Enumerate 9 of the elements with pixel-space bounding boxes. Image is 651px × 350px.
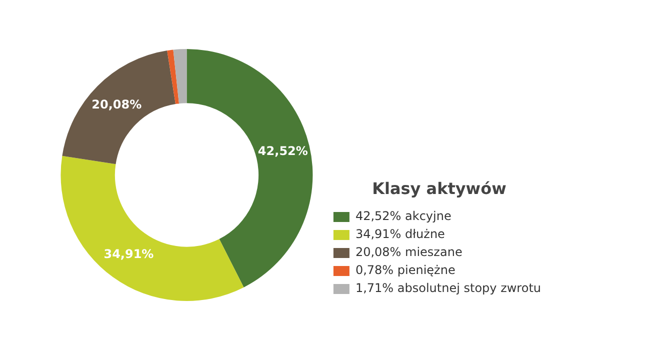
legend-label: 20,08% mieszane <box>355 245 462 260</box>
legend-title: Klasy aktywów <box>372 178 507 198</box>
legend-label: 42,52% akcyjne <box>355 209 452 224</box>
legend-label: 1,71% absolutnej stopy zwrotu <box>355 281 542 296</box>
legend-label: 34,91% dłużne <box>355 227 445 242</box>
data-label: 42,52% <box>258 144 308 158</box>
data-label: 34,91% <box>104 247 154 262</box>
data-label: 20,08% <box>92 97 142 112</box>
legend-label: 0,78% pieniężne <box>355 263 456 278</box>
